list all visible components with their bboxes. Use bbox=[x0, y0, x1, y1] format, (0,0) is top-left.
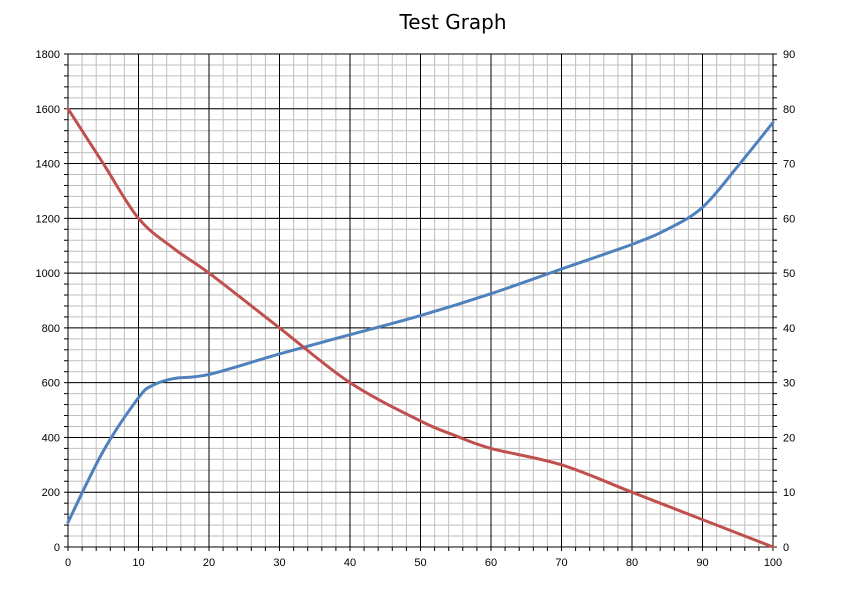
y-tick-label: 800 bbox=[42, 323, 60, 335]
y2-tick-label: 80 bbox=[783, 104, 795, 116]
y-tick-label: 400 bbox=[42, 432, 60, 444]
x-tick-label: 90 bbox=[696, 557, 708, 569]
x-tick-label: 20 bbox=[203, 557, 215, 569]
x-tick-label: 100 bbox=[764, 557, 782, 569]
y2-tick-label: 20 bbox=[783, 432, 795, 444]
x-tick-label: 70 bbox=[555, 557, 567, 569]
series-line-1 bbox=[66, 120, 775, 524]
y2-tick-label: 30 bbox=[783, 378, 795, 390]
y-tick-label: 1800 bbox=[36, 49, 60, 61]
major-gridlines bbox=[67, 53, 774, 548]
y-tick-label: 1600 bbox=[36, 104, 60, 116]
y-tick-label: 200 bbox=[42, 487, 60, 499]
x-tick-label: 80 bbox=[626, 557, 638, 569]
tick-labels: 0200400600800100012001400160018000102030… bbox=[36, 49, 796, 569]
y-tick-label: 1400 bbox=[36, 159, 60, 171]
x-tick-label: 50 bbox=[414, 557, 426, 569]
y2-tick-label: 70 bbox=[783, 159, 795, 171]
y2-tick-label: 50 bbox=[783, 268, 795, 280]
series-line-2 bbox=[66, 107, 775, 549]
axes bbox=[64, 53, 777, 551]
y2-tick-label: 10 bbox=[783, 487, 795, 499]
x-tick-label: 30 bbox=[273, 557, 285, 569]
series-lines bbox=[66, 107, 775, 549]
y2-tick-label: 90 bbox=[783, 49, 795, 61]
x-tick-label: 0 bbox=[65, 557, 71, 569]
x-tick-label: 40 bbox=[344, 557, 356, 569]
y2-tick-label: 0 bbox=[783, 542, 789, 554]
y-tick-label: 600 bbox=[42, 378, 60, 390]
y-tick-label: 1200 bbox=[36, 213, 60, 225]
y-tick-label: 0 bbox=[54, 542, 60, 554]
x-tick-label: 10 bbox=[132, 557, 144, 569]
y2-tick-label: 60 bbox=[783, 213, 795, 225]
x-tick-label: 60 bbox=[485, 557, 497, 569]
y2-tick-label: 40 bbox=[783, 323, 795, 335]
y-tick-label: 1000 bbox=[36, 268, 60, 280]
chart-title: Test Graph bbox=[399, 10, 507, 34]
